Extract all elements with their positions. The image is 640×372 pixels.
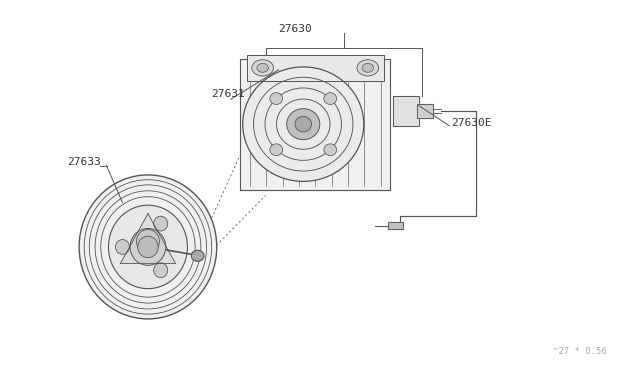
Ellipse shape	[154, 263, 168, 278]
Ellipse shape	[357, 60, 379, 76]
Ellipse shape	[324, 144, 337, 155]
Polygon shape	[417, 105, 433, 118]
Ellipse shape	[324, 93, 337, 105]
Ellipse shape	[270, 144, 283, 155]
Text: 27631: 27631	[211, 89, 244, 99]
Text: 27633: 27633	[67, 157, 101, 167]
Ellipse shape	[252, 60, 273, 76]
Ellipse shape	[108, 205, 188, 289]
Polygon shape	[120, 214, 175, 263]
Ellipse shape	[136, 230, 159, 253]
Ellipse shape	[79, 175, 217, 319]
Polygon shape	[388, 222, 403, 229]
Polygon shape	[241, 59, 390, 190]
Ellipse shape	[130, 228, 166, 265]
Ellipse shape	[191, 250, 204, 261]
Ellipse shape	[138, 236, 158, 258]
Ellipse shape	[270, 93, 283, 105]
Ellipse shape	[243, 67, 364, 182]
Ellipse shape	[362, 63, 374, 72]
Text: 27630E: 27630E	[451, 118, 491, 128]
Polygon shape	[394, 96, 419, 126]
Ellipse shape	[115, 240, 129, 254]
Ellipse shape	[154, 216, 168, 231]
Ellipse shape	[257, 63, 268, 72]
Text: 27630: 27630	[278, 24, 312, 34]
Text: ^27 * 0.56: ^27 * 0.56	[553, 347, 607, 356]
Ellipse shape	[295, 116, 312, 132]
Polygon shape	[246, 55, 384, 81]
Ellipse shape	[287, 109, 320, 140]
